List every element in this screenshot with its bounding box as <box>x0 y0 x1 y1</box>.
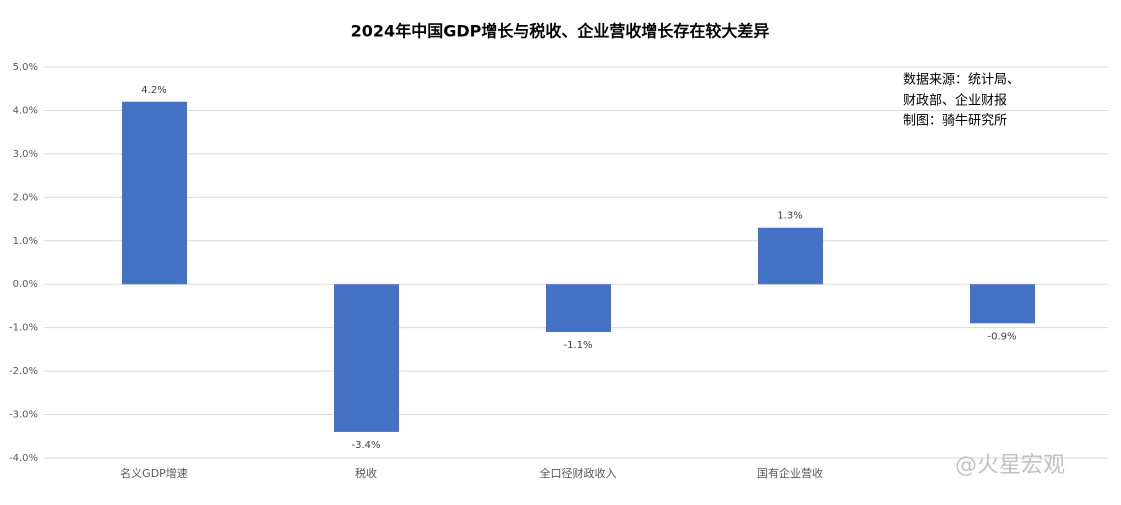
bar <box>758 227 823 285</box>
chart-title: 2024年中国GDP增长与税收、企业营收增长存在较大差异 <box>351 22 770 41</box>
y-tick-label: 2.0% <box>13 192 38 203</box>
bar <box>970 284 1035 324</box>
annotation: 制图：骑牛研究所 <box>903 114 1007 129</box>
value-label: -0.9% <box>987 331 1016 342</box>
y-tick-label: 4.0% <box>13 105 38 116</box>
bar <box>334 284 399 432</box>
annotation: 数据来源：统计局、 <box>903 73 1020 88</box>
y-tick-label: -1.0% <box>9 323 38 334</box>
x-tick-label: 名义GDP增速 <box>120 466 188 480</box>
watermark: @火星宏观 <box>955 453 1065 478</box>
x-tick-label: 全口径财政收入 <box>540 466 617 480</box>
y-tick-label: 1.0% <box>13 236 38 247</box>
y-tick-label: -4.0% <box>9 453 38 464</box>
y-tick-label: -3.0% <box>9 410 38 421</box>
value-label: -3.4% <box>351 440 380 451</box>
value-label: -1.1% <box>563 340 592 351</box>
annotation: 财政部、企业财报 <box>903 93 1007 109</box>
bar <box>122 101 187 285</box>
value-label: 4.2% <box>141 85 166 96</box>
y-tick-label: 0.0% <box>13 279 38 290</box>
y-tick-label: 3.0% <box>13 149 38 160</box>
bar <box>546 284 611 333</box>
x-tick-label: 国有企业营收 <box>757 466 823 480</box>
value-label: 1.3% <box>777 211 802 222</box>
x-tick-label: 税收 <box>355 466 377 480</box>
y-tick-label: 5.0% <box>13 62 38 73</box>
y-tick-label: -2.0% <box>9 366 38 377</box>
